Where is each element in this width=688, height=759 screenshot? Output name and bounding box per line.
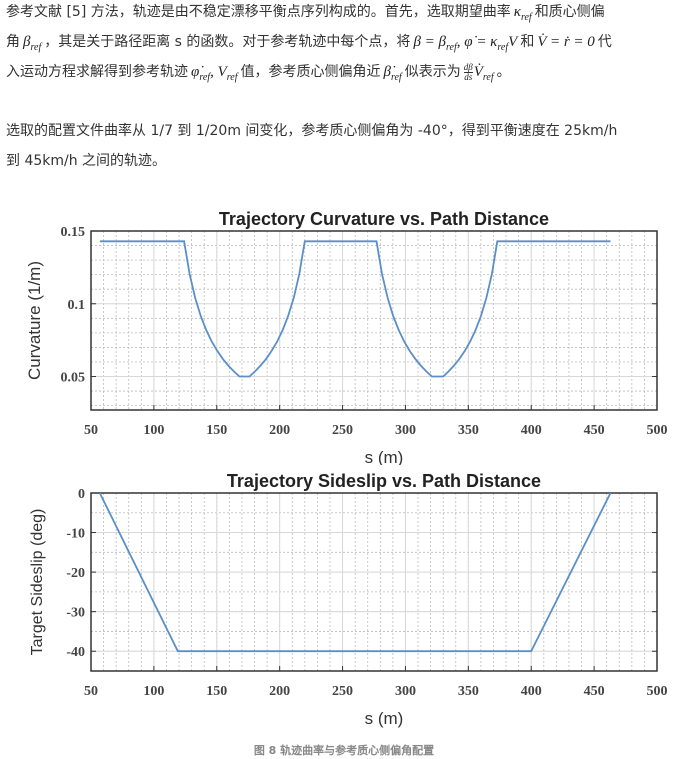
plot-area (91, 231, 657, 410)
y-tick-label: -40 (66, 645, 85, 660)
x-axis-label: s (m) (365, 709, 404, 728)
plot-frame (90, 230, 658, 411)
plot-area (91, 493, 657, 671)
y-tick-label: 0.1 (68, 298, 86, 313)
x-tick-label: 450 (584, 684, 605, 699)
text: 和质心侧偏 (534, 4, 605, 20)
x-tick-label: 300 (395, 423, 416, 438)
text: 代 (597, 34, 612, 50)
paragraph2-line2: 到 45km/h 之间的轨迹。 (6, 153, 167, 169)
y-tick-label: 0 (78, 487, 85, 502)
text: 。 (496, 64, 511, 80)
text: ，其是关于路径距离 s 的函数。对于参考轨迹中每个点，将 (44, 34, 411, 50)
figure-caption: 图 8 轨迹曲率与参考质心侧偏角配置 (253, 744, 435, 757)
data-series-line (98, 492, 612, 653)
x-tick-label: 100 (143, 684, 164, 699)
math-betadot-ref: β̇ref (383, 64, 402, 83)
math-beta-ref: βref (23, 34, 42, 53)
text: 和 (520, 34, 535, 50)
x-tick-label: 250 (332, 684, 353, 699)
x-tick-label: 450 (584, 423, 605, 438)
y-tick-label: 0.05 (61, 371, 86, 386)
x-tick-label: 500 (647, 423, 668, 438)
math-equation-1: β = βref, φ̇ = κrefV (413, 34, 518, 53)
x-tick-label: 200 (269, 423, 290, 438)
y-tick-label: -10 (66, 527, 85, 542)
text: 似表示为 (404, 64, 461, 80)
paragraph1-line2: 角 βref ，其是关于路径距离 s 的函数。对于参考轨迹中每个点，将 β = βre… (6, 32, 612, 58)
x-tick-label: 50 (84, 684, 98, 699)
math-equation-2: V̇ = ṙ = 0 (537, 34, 595, 50)
math-phidot-vref: φ̇ref, Vref (191, 64, 238, 83)
x-tick-label: 400 (521, 684, 542, 699)
math-derivative: dβ ds V̇ref (463, 62, 494, 83)
data-series-line (99, 240, 611, 378)
y-tick-label: -30 (66, 606, 85, 621)
sideslip-chart: 50 100 150 200 250 300 350 400 450 500 0 -10 -20 -30 -… (29, 471, 668, 728)
x-axis-label: s (m) (365, 448, 404, 465)
x-tick-label: 50 (84, 423, 98, 438)
y-axis-label: Target Sideslip (deg) (29, 509, 46, 656)
paragraph1-line1: 参考文献 [5] 方法，轨迹是由不稳定漂移平衡点序列构成的。首先，选取期望曲率 κ… (6, 2, 605, 28)
x-tick-label: 350 (458, 423, 479, 438)
x-tick-label: 150 (206, 684, 227, 699)
text: 入运动方程求解得到参考轨迹 (6, 64, 188, 80)
text: 角 (6, 34, 20, 50)
x-tick-label: 250 (332, 423, 353, 438)
x-tick-label: 150 (206, 423, 227, 438)
plot-frame (90, 492, 658, 672)
paragraph1-line3: 入运动方程求解得到参考轨迹 φ̇ref, Vref 值，参考质心侧偏角近 β̇ref 似… (6, 62, 511, 88)
x-tick-label: 400 (521, 423, 542, 438)
x-tick-label: 100 (143, 423, 164, 438)
math-kappa-ref: κref (513, 4, 532, 23)
chart-title: Trajectory Curvature vs. Path Distance (219, 209, 549, 229)
y-axis-label: Curvature (1/m) (25, 261, 44, 380)
x-tick-label: 500 (647, 684, 668, 699)
chart-title: Trajectory Sideslip vs. Path Distance (227, 471, 541, 491)
x-tick-label: 350 (458, 684, 479, 699)
x-tick-label: 200 (269, 684, 290, 699)
text: 值，参考质心侧偏角近 (240, 64, 381, 80)
text: 参考文献 [5] 方法，轨迹是由不稳定漂移平衡点序列构成的。首先，选取期望曲率 (6, 4, 511, 20)
x-tick-label: 300 (395, 684, 416, 699)
curvature-chart: 50 100 150 200 250 300 350 400 450 500 0.05 0.1 0.15… (25, 209, 668, 465)
y-tick-label: 0.15 (61, 225, 86, 240)
y-tick-label: -20 (66, 566, 85, 581)
paragraph2-line1: 选取的配置文件曲率从 1/7 到 1/20m 间变化，参考质心侧偏角为 -40°… (6, 123, 618, 139)
